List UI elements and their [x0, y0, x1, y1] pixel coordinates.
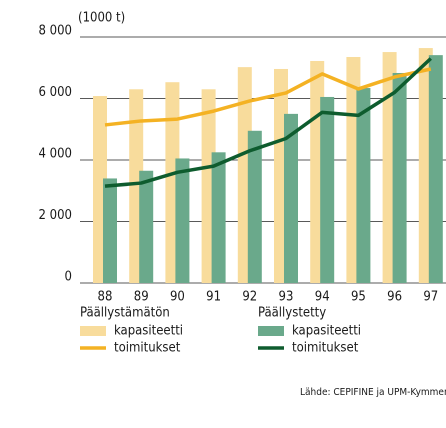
bar — [284, 113, 298, 283]
bar — [356, 88, 371, 283]
y-tick-label: 0 — [65, 270, 72, 285]
bar — [175, 158, 190, 283]
legend-swatch — [80, 326, 106, 336]
y-tick-label: 2 000 — [39, 208, 72, 223]
bar — [139, 170, 154, 283]
x-tick-label: 91 — [206, 290, 221, 305]
y-tick-label: 6 000 — [39, 85, 72, 100]
source: Lähde: CEPIFINE ja UPM-Kymmene — [300, 387, 446, 398]
legend-label: toimitukset — [114, 341, 181, 356]
x-tick-label: 89 — [134, 290, 149, 305]
line — [104, 67, 432, 127]
legend-label: kapasiteetti — [292, 324, 361, 339]
y-tick-label: 4 000 — [39, 147, 72, 162]
line — [104, 57, 432, 188]
bar — [320, 96, 335, 284]
bar — [211, 152, 226, 283]
x-tick-label: 90 — [170, 290, 185, 305]
x-tick-label: 96 — [387, 290, 402, 305]
x-tick-label: 88 — [98, 290, 113, 305]
bar — [392, 72, 407, 283]
x-tick-label: 94 — [315, 290, 330, 305]
x-tick-label: 95 — [351, 290, 366, 305]
legend-swatch — [258, 326, 284, 336]
legend-title: Päällystetty — [258, 306, 326, 321]
legend-title: Päällystämätön — [80, 306, 170, 321]
unit-label: (1000 t) — [78, 11, 125, 26]
legend-label: kapasiteetti — [114, 324, 183, 339]
y-tick-label: 8 000 — [39, 24, 72, 39]
bar — [103, 178, 117, 283]
x-tick-label: 93 — [279, 290, 294, 305]
bar — [428, 55, 443, 283]
x-tick-label: 97 — [423, 290, 438, 305]
x-tick-label: 92 — [242, 290, 257, 305]
legend-label: toimitukset — [292, 341, 359, 356]
bar — [247, 130, 262, 283]
